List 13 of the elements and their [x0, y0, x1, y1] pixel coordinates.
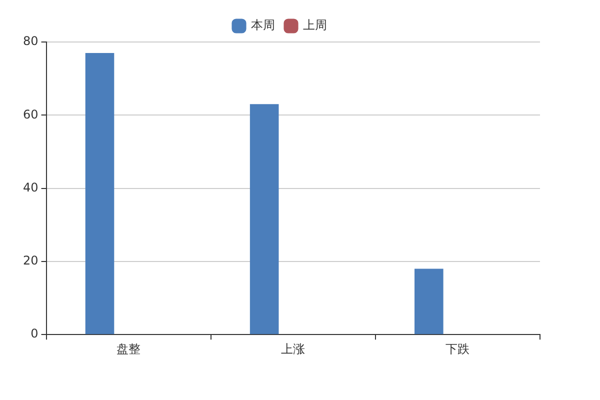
legend-label: 上周 [303, 18, 327, 32]
y-tick-label: 0 [30, 326, 38, 341]
y-tick-label: 60 [22, 107, 38, 122]
x-tick-label: 下跌 [446, 342, 470, 356]
x-tick-label: 上涨 [281, 342, 306, 356]
legend-label: 本周 [251, 18, 275, 32]
y-tick-label: 40 [22, 180, 38, 194]
y-tick-label: 20 [22, 254, 38, 268]
bar [85, 52, 114, 334]
x-tick-label: 盘整 [116, 342, 141, 356]
bar [414, 268, 444, 334]
bar [250, 104, 279, 334]
y-tick-label: 80 [22, 34, 38, 48]
